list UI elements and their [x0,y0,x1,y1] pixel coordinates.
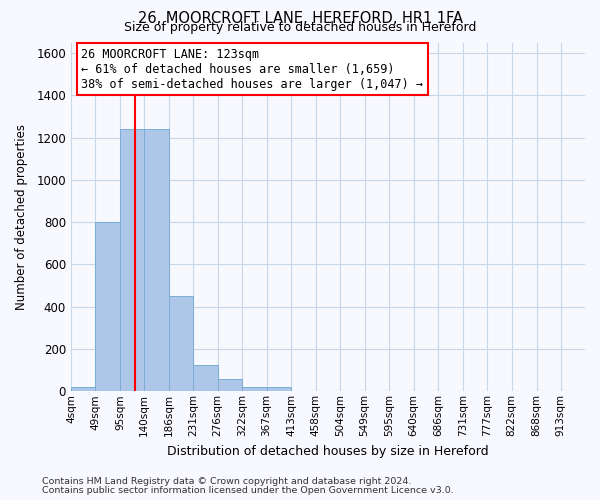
Bar [218,378,242,392]
Bar [144,129,169,392]
Y-axis label: Number of detached properties: Number of detached properties [15,124,28,310]
Text: Size of property relative to detached houses in Hereford: Size of property relative to detached ho… [124,21,476,34]
Bar [71,387,95,392]
X-axis label: Distribution of detached houses by size in Hereford: Distribution of detached houses by size … [167,444,489,458]
Text: 26, MOORCROFT LANE, HEREFORD, HR1 1FA: 26, MOORCROFT LANE, HEREFORD, HR1 1FA [137,11,463,26]
Bar [242,387,266,392]
Bar [95,222,120,392]
Text: Contains public sector information licensed under the Open Government Licence v3: Contains public sector information licen… [42,486,454,495]
Text: 26 MOORCROFT LANE: 123sqm
← 61% of detached houses are smaller (1,659)
38% of se: 26 MOORCROFT LANE: 123sqm ← 61% of detac… [81,48,423,90]
Bar [169,296,193,392]
Bar [266,387,292,392]
Bar [193,365,218,392]
Text: Contains HM Land Registry data © Crown copyright and database right 2024.: Contains HM Land Registry data © Crown c… [42,477,412,486]
Bar [120,129,144,392]
